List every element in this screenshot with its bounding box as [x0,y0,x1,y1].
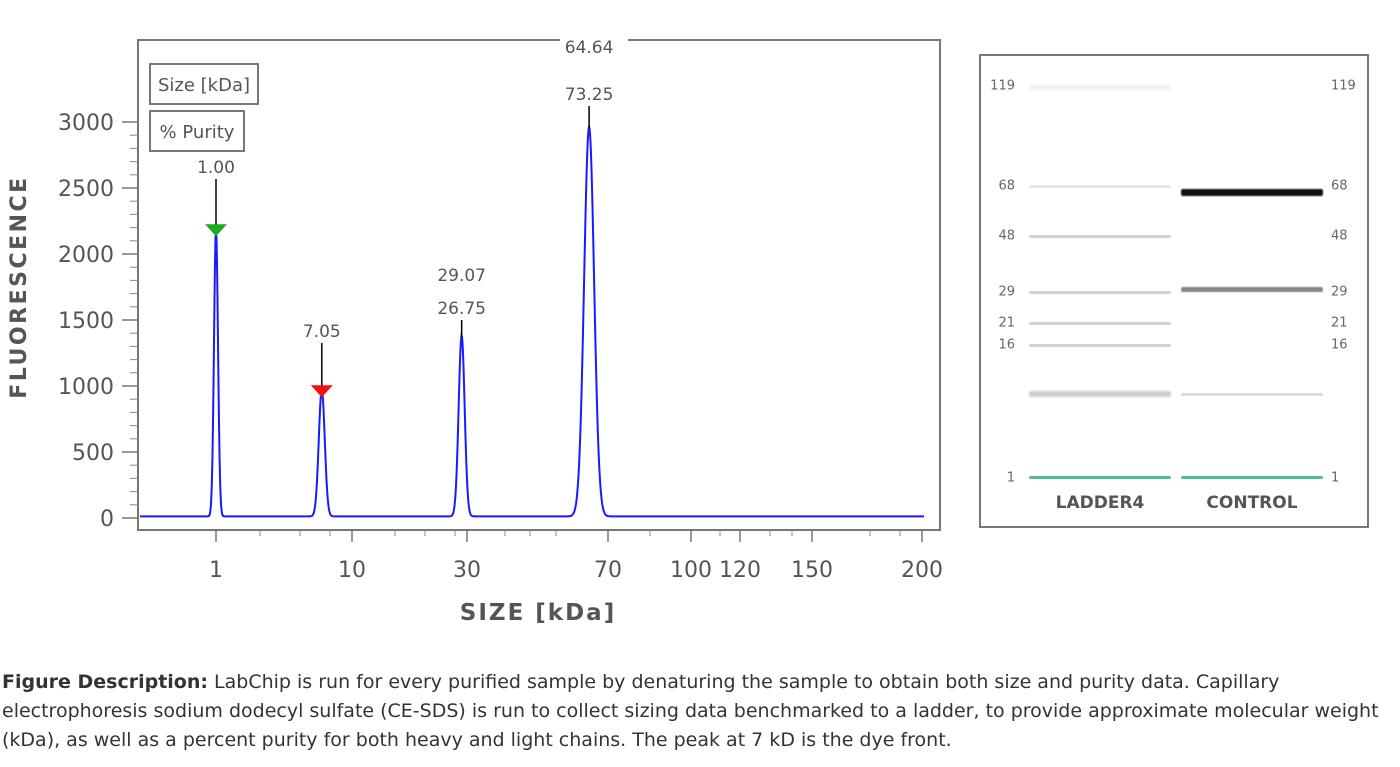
ladder-band [1029,185,1171,188]
gel-marker-left: 21 [998,315,1015,331]
y-axis-label: FLUORESCENCE [7,175,32,398]
legend-entry: Size [kDa] [158,75,250,96]
peak-label: 64.64 [565,38,614,58]
y-tick-label: 2500 [58,177,114,202]
peak-label: 1.00 [197,158,235,178]
legend-box [149,63,259,105]
gel-image: 119 119 68 68 48 48 29 29 21 21 16 16 1 1 LADDER4 CONTR… [979,54,1369,528]
x-tick-label: 10 [338,558,366,583]
gel-marker-right: 119 [1331,78,1356,94]
gel-lane-label: LADDER4 [1055,493,1145,513]
peak-label: 73.25 [565,85,614,105]
ladder-band [1029,235,1171,238]
gel-marker-right: 48 [1331,228,1348,244]
control-band-heavy-chain [1181,189,1323,196]
y-tick-label: 3000 [58,111,114,136]
control-band-lower-marker [1181,476,1323,479]
figure-description: Figure Description: LabChip is run for e… [2,668,1392,755]
gel-marker-left: 48 [998,228,1015,244]
gel-lane-label: CONTROL [1206,493,1298,513]
gel-marker-left: 16 [998,337,1015,353]
gel-marker-left: 68 [998,178,1015,194]
electropherogram-chart: 0 500 1000 1500 2000 2500 3000 1 10 30 70 100 120 150… [7,38,943,626]
gel-marker-right: 1 [1331,470,1340,486]
peak-label: 29.07 [437,266,486,286]
x-tick-label: 30 [453,558,481,583]
description-heading: Figure Description: [2,671,208,693]
gel-marker-right: 29 [1331,284,1348,300]
ladder-band [1029,291,1171,294]
ladder-band [1029,344,1171,347]
ladder-band-lower-marker [1029,476,1171,479]
x-tick-label: 1 [209,558,223,583]
peak-triangle-red [310,385,333,398]
gel-marker-right: 21 [1331,315,1348,331]
peak-label: 7.05 [303,322,341,342]
ladder-band-dye-front [1029,391,1171,397]
gel-marker-right: 68 [1331,178,1348,194]
peak-label: 26.75 [437,299,486,319]
gel-marker-left: 29 [998,284,1015,300]
x-tick-label: 100 [670,558,712,583]
description-text: LabChip is run for every purified sample… [2,671,1379,751]
legend-entry: % Purity [160,122,235,143]
y-tick-label: 1500 [58,309,114,334]
x-tick-label: 150 [791,558,833,583]
gel-marker-left: 1 [1006,470,1015,486]
y-tick-label: 500 [72,441,114,466]
y-tick-label: 1000 [58,375,114,400]
plot-frame [137,39,941,531]
x-axis-label: SIZE [kDa] [460,600,616,626]
y-tick-label: 0 [100,507,114,532]
gel-marker-left: 119 [990,78,1015,94]
fluorescence-trace [140,123,924,518]
x-tick-label: 70 [594,558,622,583]
y-tick-label: 2000 [58,243,114,268]
control-band-dye-front [1181,393,1323,396]
ladder-band [1029,85,1171,90]
legend-box [149,110,245,152]
control-band-light-chain [1181,287,1323,292]
peak-triangle-green [205,224,227,237]
ladder-band [1029,322,1171,325]
x-tick-label: 120 [719,558,761,583]
x-tick-label: 200 [901,558,943,583]
gel-marker-right: 16 [1331,337,1348,353]
